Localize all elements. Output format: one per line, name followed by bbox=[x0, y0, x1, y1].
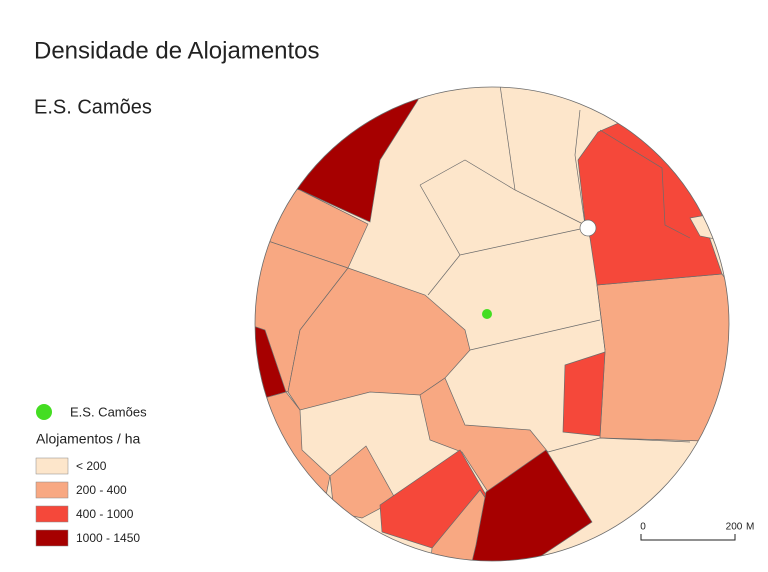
legend-point-label: E.S. Camões bbox=[70, 404, 147, 419]
scale-end: 200 bbox=[726, 522, 743, 533]
scale-line bbox=[640, 534, 736, 541]
title: Densidade de Alojamentos bbox=[34, 37, 320, 64]
map-area bbox=[255, 87, 729, 561]
legend-label: 200 - 400 bbox=[76, 483, 127, 497]
scale-bar: 0 200 M bbox=[640, 522, 754, 541]
boundary bbox=[547, 437, 691, 453]
region bbox=[562, 351, 606, 437]
scale-unit: M bbox=[746, 522, 754, 533]
legend-point-symbol bbox=[36, 404, 52, 420]
legend-label: 1000 - 1450 bbox=[76, 531, 140, 545]
region bbox=[596, 273, 729, 443]
legend-label: < 200 bbox=[76, 459, 107, 473]
legend-swatch bbox=[35, 481, 69, 499]
roundabout bbox=[579, 219, 597, 237]
school-point bbox=[482, 309, 492, 319]
boundary bbox=[427, 254, 461, 296]
legend-swatch bbox=[35, 529, 69, 547]
legend-swatch bbox=[35, 505, 69, 523]
boundary bbox=[469, 319, 601, 351]
boundary bbox=[419, 159, 586, 226]
boundary bbox=[596, 284, 606, 351]
region bbox=[577, 117, 723, 286]
legend: E.S. Camões Alojamentos / ha < 200 200 - … bbox=[35, 404, 147, 547]
boundary bbox=[499, 87, 516, 191]
boundary bbox=[599, 129, 691, 239]
region bbox=[469, 449, 593, 561]
legend-label: 400 - 1000 bbox=[76, 507, 134, 521]
legend-swatch bbox=[35, 457, 69, 475]
scale-start: 0 bbox=[640, 522, 646, 533]
legend-title: Alojamentos / ha bbox=[36, 431, 140, 447]
subtitle: E.S. Camões bbox=[34, 96, 152, 118]
map-boundary bbox=[254, 86, 730, 562]
boundary bbox=[574, 109, 586, 226]
